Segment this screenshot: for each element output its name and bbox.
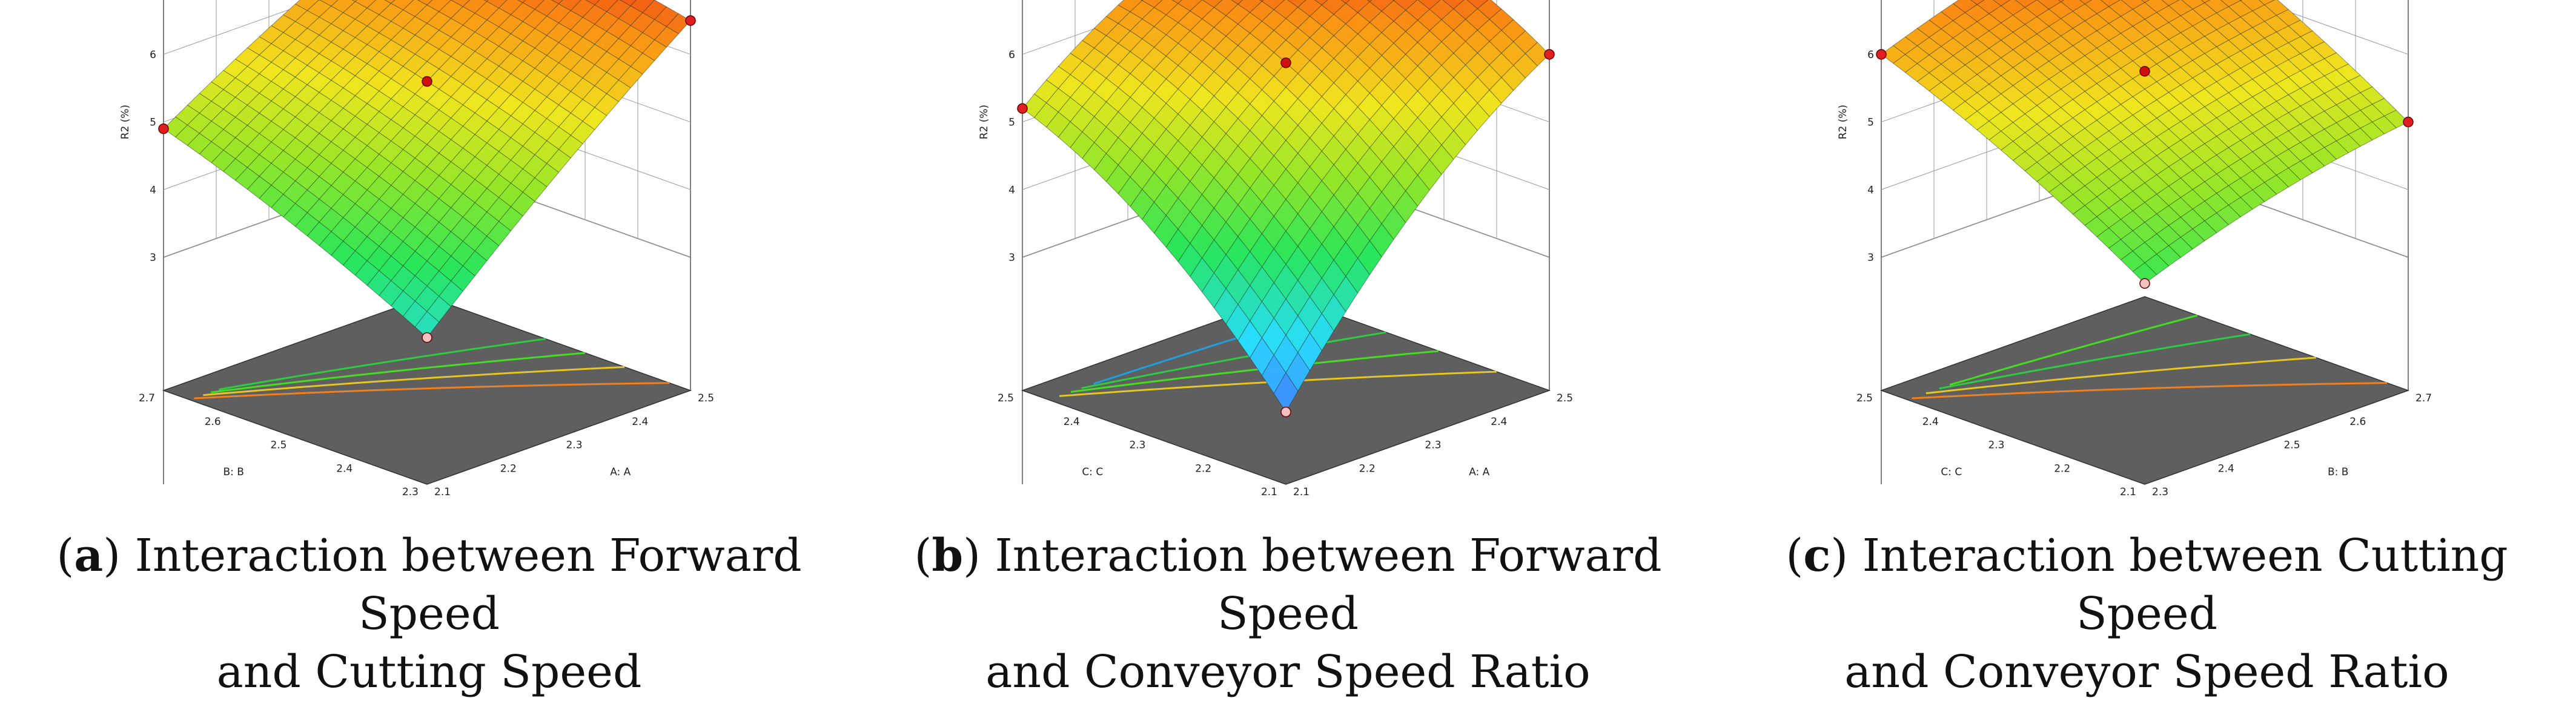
left-axis-tick-label: 2.7 bbox=[139, 392, 155, 404]
right-axis-tick-label: 2.4 bbox=[632, 416, 648, 428]
z-tick-label: 6 bbox=[150, 49, 156, 61]
caption-a: (a) Interaction between Forward Speed an… bbox=[0, 527, 858, 701]
center-design-point bbox=[2140, 67, 2150, 76]
right-axis-label: A: A bbox=[1469, 466, 1489, 478]
z-axis-label: R2 (%) bbox=[978, 105, 990, 139]
right-axis-tick-label: 2.3 bbox=[566, 439, 583, 452]
right-axis-tick-label: 2.7 bbox=[2415, 392, 2432, 404]
z-tick-label: 6 bbox=[1008, 49, 1015, 61]
left-axis-tick-label: 2.5 bbox=[270, 439, 286, 452]
z-axis-label: R2 (%) bbox=[119, 105, 131, 139]
right-axis-tick-label: 2.6 bbox=[2349, 416, 2366, 428]
left-axis-tick-label: 2.1 bbox=[1261, 486, 1277, 498]
z-tick-label: 3 bbox=[1867, 252, 1874, 264]
left-axis-tick-label: 2.4 bbox=[1064, 416, 1080, 428]
left-axis-tick-label: 2.2 bbox=[2054, 462, 2070, 475]
corner-design-point bbox=[2140, 278, 2150, 288]
left-axis-tick-label: 2.1 bbox=[2120, 486, 2136, 498]
caption-letter: a bbox=[74, 530, 103, 582]
right-axis-label: B: B bbox=[2328, 466, 2348, 478]
left-axis-tick-label: 2.3 bbox=[1129, 439, 1145, 452]
caption-line-2: and Cutting Speed bbox=[217, 646, 642, 698]
right-axis-tick-label: 2.4 bbox=[2218, 462, 2234, 475]
z-tick-label: 3 bbox=[1008, 252, 1015, 264]
contour-floor bbox=[1881, 297, 2408, 484]
corner-design-point bbox=[1876, 50, 1886, 59]
surface-plot-a: 34567R2 (%)2.32.42.52.62.72.12.22.32.42.… bbox=[0, 0, 858, 521]
right-axis-label: A: A bbox=[610, 466, 631, 478]
surface-plot-c: 34567R2 (%)2.12.22.32.42.52.32.42.52.62.… bbox=[1718, 0, 2576, 521]
left-axis-label: C: C bbox=[1941, 466, 1962, 478]
z-tick-label: 5 bbox=[1867, 117, 1874, 129]
corner-design-point bbox=[422, 333, 432, 343]
floor-plane: 2.1 2.2 2.3 2.4 2.5 2.3 2.4 2.5 2.6 2.7 C: C B: B bbox=[1856, 297, 2432, 498]
left-axis-tick-label: 2.3 bbox=[1988, 439, 2004, 452]
caption-line-1: Interaction between Forward Speed bbox=[135, 530, 802, 640]
left-axis-tick-label: 2.4 bbox=[336, 462, 353, 475]
right-axis-tick-label: 2.5 bbox=[698, 392, 714, 404]
z-tick-label: 6 bbox=[1867, 49, 1874, 61]
left-axis-tick-label: 2.6 bbox=[205, 416, 221, 428]
left-axis-tick-label: 2.3 bbox=[402, 486, 419, 498]
left-axis-label: C: C bbox=[1082, 466, 1103, 478]
corner-design-point bbox=[1018, 104, 1027, 113]
z-tick-label: 5 bbox=[150, 117, 156, 129]
caption-letter: c bbox=[1803, 530, 1830, 582]
caption-line-2: and Conveyor Speed Ratio bbox=[985, 646, 1590, 698]
right-axis-tick-label: 2.2 bbox=[1359, 462, 1376, 475]
corner-design-point bbox=[1281, 407, 1291, 417]
left-axis-tick-label: 2.5 bbox=[1856, 392, 1873, 404]
z-tick-label: 4 bbox=[1008, 184, 1015, 196]
z-tick-label: 5 bbox=[1008, 117, 1015, 129]
chart-panel-a: 34567R2 (%)2.32.42.52.62.72.12.22.32.42.… bbox=[0, 0, 858, 674]
chart-panel-b: 34567R2 (%)2.12.22.32.42.52.12.22.32.42.… bbox=[859, 0, 1717, 674]
right-axis-tick-label: 2.1 bbox=[434, 486, 451, 498]
caption-line-1: Interaction between Cutting Speed bbox=[1862, 530, 2508, 640]
corner-design-point bbox=[159, 124, 168, 134]
corner-design-point bbox=[686, 16, 695, 25]
right-axis-tick-label: 2.5 bbox=[2284, 439, 2300, 452]
corner-design-point bbox=[1545, 50, 1554, 59]
z-tick-label: 4 bbox=[1867, 184, 1874, 196]
z-axis-label: R2 (%) bbox=[1837, 105, 1849, 139]
caption-line-2: and Conveyor Speed Ratio bbox=[1844, 646, 2449, 698]
right-axis-tick-label: 2.3 bbox=[1425, 439, 1442, 452]
center-design-point bbox=[422, 77, 432, 87]
z-tick-label: 3 bbox=[150, 252, 156, 264]
caption-line-1: Interaction between Forward Speed bbox=[995, 530, 1662, 640]
right-axis-tick-label: 2.4 bbox=[1491, 416, 1507, 428]
right-axis-tick-label: 2.2 bbox=[500, 462, 517, 475]
z-tick-label: 4 bbox=[150, 184, 156, 196]
left-axis-label: B: B bbox=[223, 466, 244, 478]
surface-plot-b: 34567R2 (%)2.12.22.32.42.52.12.22.32.42.… bbox=[859, 0, 1717, 521]
right-axis-tick-label: 2.1 bbox=[1293, 486, 1310, 498]
center-design-point bbox=[1281, 58, 1291, 68]
caption-b: (b) Interaction between Forward Speed an… bbox=[859, 527, 1717, 701]
left-axis-tick-label: 2.5 bbox=[998, 392, 1014, 404]
chart-panel-c: 34567R2 (%)2.12.22.32.42.52.32.42.52.62.… bbox=[1718, 0, 2576, 674]
caption-c: (c) Interaction between Cutting Speed an… bbox=[1718, 527, 2576, 701]
left-axis-tick-label: 2.2 bbox=[1195, 462, 1211, 475]
caption-letter: b bbox=[932, 530, 963, 582]
right-axis-tick-label: 2.3 bbox=[2152, 486, 2168, 498]
corner-design-point bbox=[2403, 117, 2413, 127]
left-axis-tick-label: 2.4 bbox=[1922, 416, 1939, 428]
right-axis-tick-label: 2.5 bbox=[1557, 392, 1573, 404]
